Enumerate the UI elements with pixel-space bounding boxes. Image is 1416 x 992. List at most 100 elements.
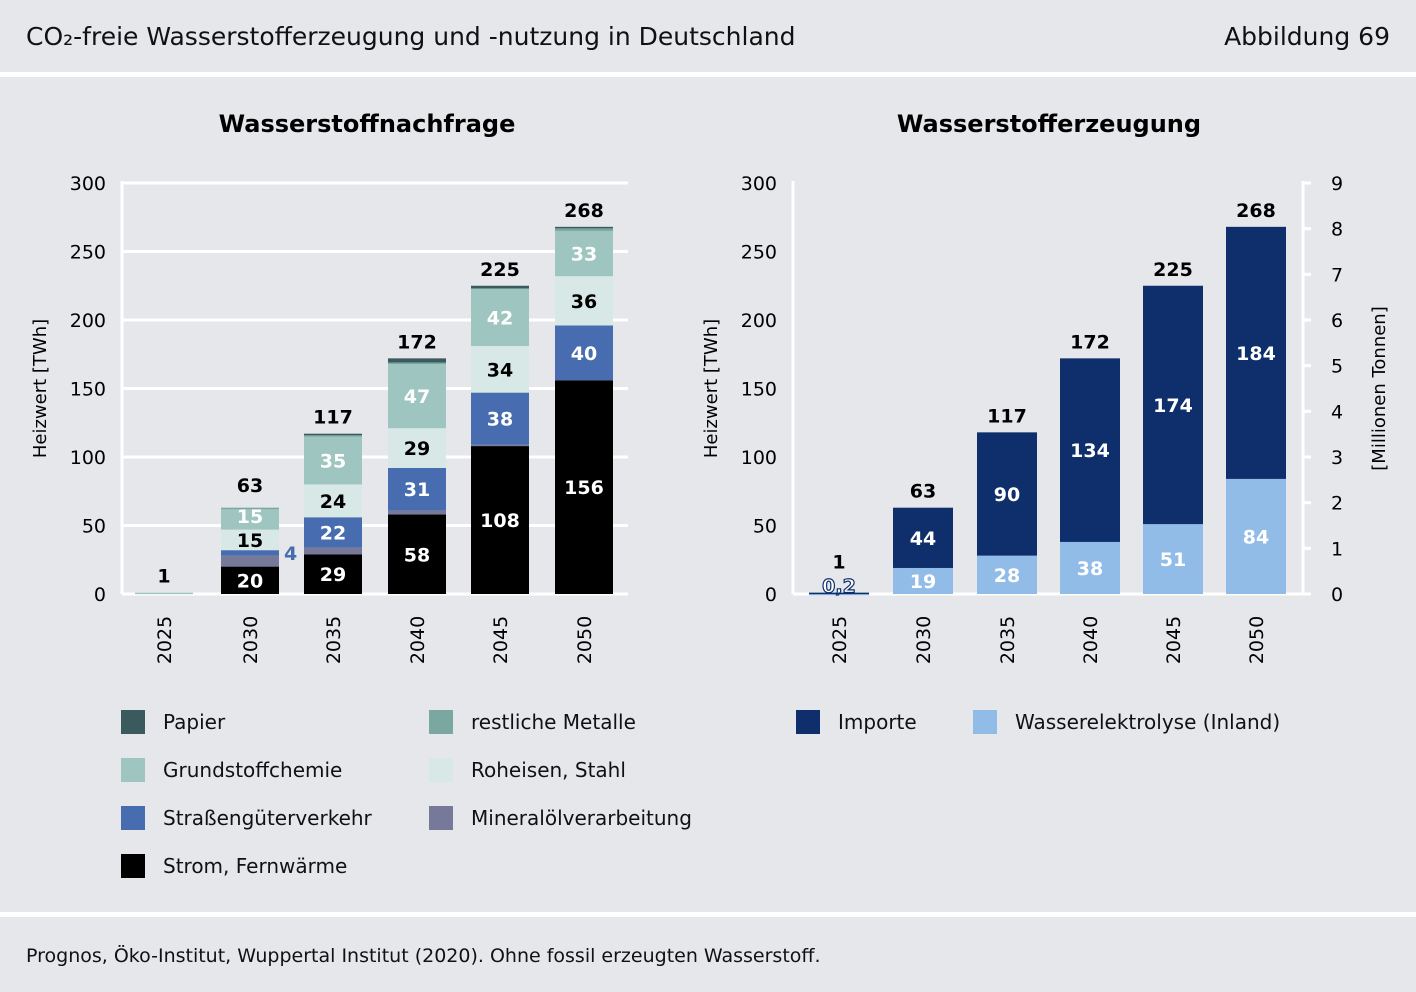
legend-label: restliche Metalle [471, 710, 636, 734]
header: CO₂-freie Wasserstofferzeugung und -nutz… [0, 0, 1416, 77]
legend-swatch [973, 710, 997, 734]
data-label: 47 [404, 386, 430, 408]
legend-swatch [796, 710, 820, 734]
data-label: 0,2 [822, 576, 856, 598]
total-label: 63 [237, 475, 263, 497]
data-label: 15 [237, 506, 263, 528]
legend-item: Straßengüterverkehr [121, 806, 372, 830]
data-label: 20 [237, 570, 263, 592]
right-tick-label: 9 [1331, 173, 1343, 195]
data-label: 22 [320, 522, 346, 544]
bar-segment [388, 362, 446, 364]
data-label: 58 [404, 544, 430, 566]
legend-item: restliche Metalle [429, 710, 636, 734]
data-label: 44 [910, 528, 936, 550]
right-tick-label: 3 [1331, 447, 1343, 469]
bar-segment [977, 555, 1037, 594]
x-tick-label: 2045 [490, 616, 512, 664]
bar-segment [471, 288, 529, 347]
bar-segment [221, 566, 279, 594]
x-tick-label: 2025 [829, 616, 851, 664]
y-tick-label: 150 [741, 379, 777, 401]
total-label: 268 [564, 200, 604, 222]
legend-item: Roheisen, Stahl [429, 758, 626, 782]
bar-segment [388, 467, 446, 511]
legend-item: Papier [121, 710, 225, 734]
legend-label: Importe [838, 710, 917, 734]
figure-number: Abbildung 69 [1224, 22, 1390, 51]
legend-swatch [429, 710, 453, 734]
bar-segment [893, 567, 953, 594]
y-tick-label: 0 [765, 584, 777, 606]
bar-segment [221, 529, 279, 551]
data-label: 84 [1243, 526, 1269, 548]
legend-label: Papier [163, 710, 226, 734]
legend-swatch [121, 806, 145, 830]
bar-segment [221, 507, 279, 510]
total-label: 1 [157, 566, 170, 588]
total-label: 1 [832, 552, 845, 574]
data-label: 29 [320, 564, 346, 586]
right-tick-label: 6 [1331, 310, 1343, 332]
bar-segment [809, 593, 869, 596]
legend-swatch [121, 854, 145, 878]
x-tick-label: 2045 [1163, 616, 1185, 664]
bar-segment [1143, 524, 1203, 594]
data-label: 36 [571, 291, 597, 313]
total-label: 225 [480, 259, 520, 281]
right-tick-label: 7 [1331, 264, 1343, 286]
y-tick-label: 50 [753, 516, 777, 538]
footer: Prognos, Öko-Institut, Wuppertal Institu… [0, 912, 1416, 992]
y-tick-label: 0 [94, 584, 106, 606]
bar-segment [304, 547, 362, 555]
legend-label: Strom, Fernwärme [163, 854, 348, 878]
y-tick-label: 200 [70, 310, 106, 332]
right-tick-label: 0 [1331, 584, 1343, 606]
x-tick-label: 2035 [323, 616, 345, 664]
data-label: 33 [571, 244, 597, 266]
bar-segment [304, 436, 362, 485]
y-axis-label: Heizwert [TWh] [701, 319, 722, 458]
bar-segment [555, 228, 613, 231]
bar-segment [471, 446, 529, 594]
bar-segment [1060, 541, 1120, 594]
y-tick-label: 150 [70, 379, 106, 401]
source-note: Prognos, Öko-Institut, Wuppertal Institu… [26, 945, 821, 967]
y-tick-label: 250 [70, 242, 106, 264]
legend-swatch [429, 806, 453, 830]
legend-item: Mineralölverarbeitung [429, 806, 692, 830]
data-label: 15 [237, 530, 263, 552]
chart-title: Wasserstofferzeugung [897, 110, 1201, 138]
legend-label: Mineralölverarbeitung [471, 806, 692, 830]
y-tick-label: 100 [70, 447, 106, 469]
x-tick-label: 2030 [913, 616, 935, 664]
legend-swatch [121, 710, 145, 734]
legend-item: Wasserelektrolyse (Inland) [973, 710, 1280, 734]
bar-segment [555, 325, 613, 381]
bar-segment [304, 433, 362, 436]
y-tick-label: 300 [70, 173, 106, 195]
bar-segment [471, 392, 529, 445]
legend-label: Straßengüterverkehr [163, 806, 372, 830]
data-label: 184 [1236, 343, 1276, 365]
data-label: 40 [571, 343, 597, 365]
x-tick-label: 2050 [1246, 616, 1268, 664]
data-label: 29 [404, 438, 430, 460]
data-label: 19 [910, 571, 936, 593]
data-label: 51 [1160, 549, 1186, 571]
bar-segment [893, 507, 953, 568]
legend-label: Roheisen, Stahl [471, 758, 626, 782]
bar-segment [1143, 285, 1203, 525]
figure-title: CO₂-freie Wasserstofferzeugung und -nutz… [26, 22, 796, 51]
right-axis-label: [Millionen Tonnen] [1369, 306, 1390, 470]
data-label: 134 [1070, 440, 1110, 462]
data-label: 35 [320, 450, 346, 472]
y-axis-label: Heizwert [TWh] [30, 319, 51, 458]
y-tick-label: 50 [82, 516, 106, 538]
y-tick-label: 100 [741, 447, 777, 469]
bar-segment [388, 428, 446, 468]
legend-item: Grundstoffchemie [121, 758, 342, 782]
bar-segment [555, 380, 613, 594]
x-tick-label: 2040 [1080, 616, 1102, 664]
